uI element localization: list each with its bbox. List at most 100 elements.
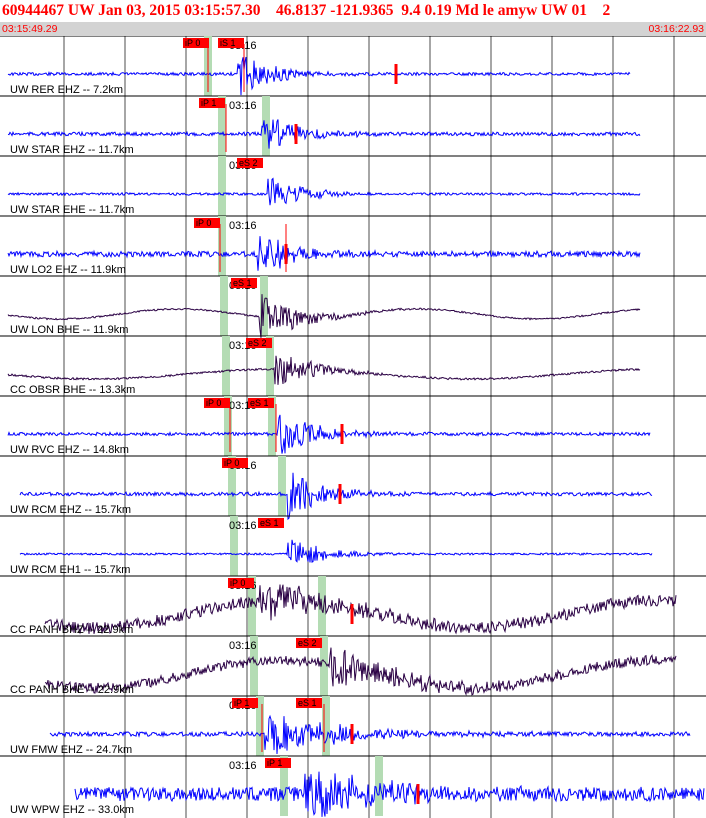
pick-window: [268, 396, 276, 456]
waveform: [7, 355, 641, 385]
pick-window: [250, 636, 258, 696]
pick-window: [320, 636, 328, 696]
clock-label: 03:16: [229, 220, 257, 232]
station-label: UW STAR EHZ -- 11.7km: [10, 144, 134, 156]
waveform: [7, 236, 641, 271]
trace-row[interactable]: 03:16 iP 1 UW WPW EHZ -- 33.0km: [0, 755, 706, 817]
clock-label: 03:16: [229, 760, 257, 772]
waveform: [49, 714, 691, 755]
waveform: [44, 647, 677, 697]
clock-label: 03:16: [229, 520, 257, 532]
pick-label: eS 1: [298, 698, 317, 708]
waveform: [19, 472, 653, 521]
pick-label: iS 1: [220, 38, 236, 48]
pick-label-box[interactable]: [228, 578, 254, 588]
station-label: UW RCM EHZ -- 15.7km: [10, 504, 131, 516]
pick-label-box[interactable]: [199, 98, 225, 108]
pick-window: [266, 336, 274, 396]
pick-window: [278, 456, 286, 516]
pick-label-box[interactable]: [204, 398, 230, 408]
pick-window: [218, 156, 226, 216]
pick-label-box[interactable]: [296, 698, 322, 708]
pick-label: iP 0: [196, 218, 211, 228]
pick-window: [222, 336, 230, 396]
station-label: CC OBSR BHE -- 13.3km: [10, 384, 135, 396]
pick-label: iP 1: [234, 698, 249, 708]
station-label: UW WPW EHZ -- 33.0km: [10, 804, 134, 816]
station-label: UW LON BHE -- 11.9km: [10, 324, 128, 336]
pick-label-box[interactable]: [183, 38, 209, 48]
pick-window: [280, 756, 288, 816]
station-label: UW FMW EHZ -- 24.7km: [10, 744, 132, 756]
pick-label-box[interactable]: [194, 218, 220, 228]
pick-label-box[interactable]: [246, 338, 272, 348]
waveform: [7, 56, 631, 96]
trace-row[interactable]: 03:16 iP 0 UW LO2 EHZ -- 11.9km: [0, 215, 706, 276]
trace-row[interactable]: 03:16 iP 1 UW STAR EHZ -- 11.7km: [0, 95, 706, 156]
pick-window: [256, 696, 264, 756]
pick-label: iP 0: [230, 578, 245, 588]
pick-label: iP 1: [201, 98, 216, 108]
start-time-label: 03:15:49.29: [2, 23, 58, 35]
pick-label-box[interactable]: [265, 758, 291, 768]
pick-window: [230, 516, 238, 576]
clock-label: 03:16: [229, 100, 257, 112]
pick-label: iP 0: [206, 398, 221, 408]
pick-label: eS 1: [260, 518, 279, 528]
pick-label-box[interactable]: [258, 518, 284, 528]
waveform: [7, 294, 641, 338]
pick-label: eS 1: [233, 278, 252, 288]
pick-label: iP 0: [185, 38, 200, 48]
time-axis-bar: [0, 22, 706, 36]
pick-window: [228, 456, 236, 516]
station-label: UW STAR EHE -- 11.7km: [10, 204, 134, 216]
pick-label: eS 2: [248, 338, 267, 348]
seismogram-traces[interactable]: 03:16 iP 0 iS 1 UW RER EHZ -- 7.2km 03:16 iP …: [0, 36, 706, 818]
waveform: [7, 119, 641, 149]
station-label: UW RCM EH1 -- 15.7km: [10, 564, 130, 576]
pick-label: iP 1: [267, 758, 282, 768]
trace-row[interactable]: 03:16 eS 2 CC PANH BHE -- 22.9km: [0, 635, 706, 697]
pick-label-box[interactable]: [237, 158, 263, 168]
event-title: 60944467 UW Jan 03, 2015 03:15:57.30 46.…: [2, 2, 611, 19]
pick-label: eS 2: [298, 638, 317, 648]
pick-label: eS 2: [239, 158, 258, 168]
pick-label-box[interactable]: [248, 398, 274, 408]
trace-row[interactable]: 03:16 eS 1 UW RCM EH1 -- 15.7km: [0, 515, 706, 576]
pick-label-box[interactable]: [231, 278, 257, 288]
pick-label-box[interactable]: [222, 458, 248, 468]
pick-label-box[interactable]: [232, 698, 258, 708]
station-label: CC PANH BHZ -- 22.9km: [10, 624, 133, 636]
pick-window: [375, 756, 383, 816]
waveform: [19, 539, 653, 563]
pick-window: [248, 576, 256, 636]
pick-window: [220, 276, 228, 336]
end-time-label: 03:16:22.93: [648, 23, 704, 35]
waveform: [7, 177, 641, 206]
pick-window: [224, 396, 232, 456]
pick-label-box[interactable]: [218, 38, 244, 48]
pick-window: [218, 216, 226, 276]
station-label: UW RER EHZ -- 7.2km: [10, 84, 123, 96]
waveform: [74, 771, 705, 817]
pick-label-box[interactable]: [296, 638, 322, 648]
clock-label: 03:16: [229, 640, 257, 652]
pick-window: [322, 696, 330, 756]
pick-label: eS 1: [250, 398, 269, 408]
pick-label: iP 0: [224, 458, 239, 468]
pick-window: [218, 96, 226, 156]
station-label: CC PANH BHE -- 22.9km: [10, 684, 134, 696]
waveform: [7, 414, 651, 454]
station-label: UW RVC EHZ -- 14.8km: [10, 444, 129, 456]
station-label: UW LO2 EHZ -- 11.9km: [10, 264, 126, 276]
waveform: [44, 584, 677, 635]
